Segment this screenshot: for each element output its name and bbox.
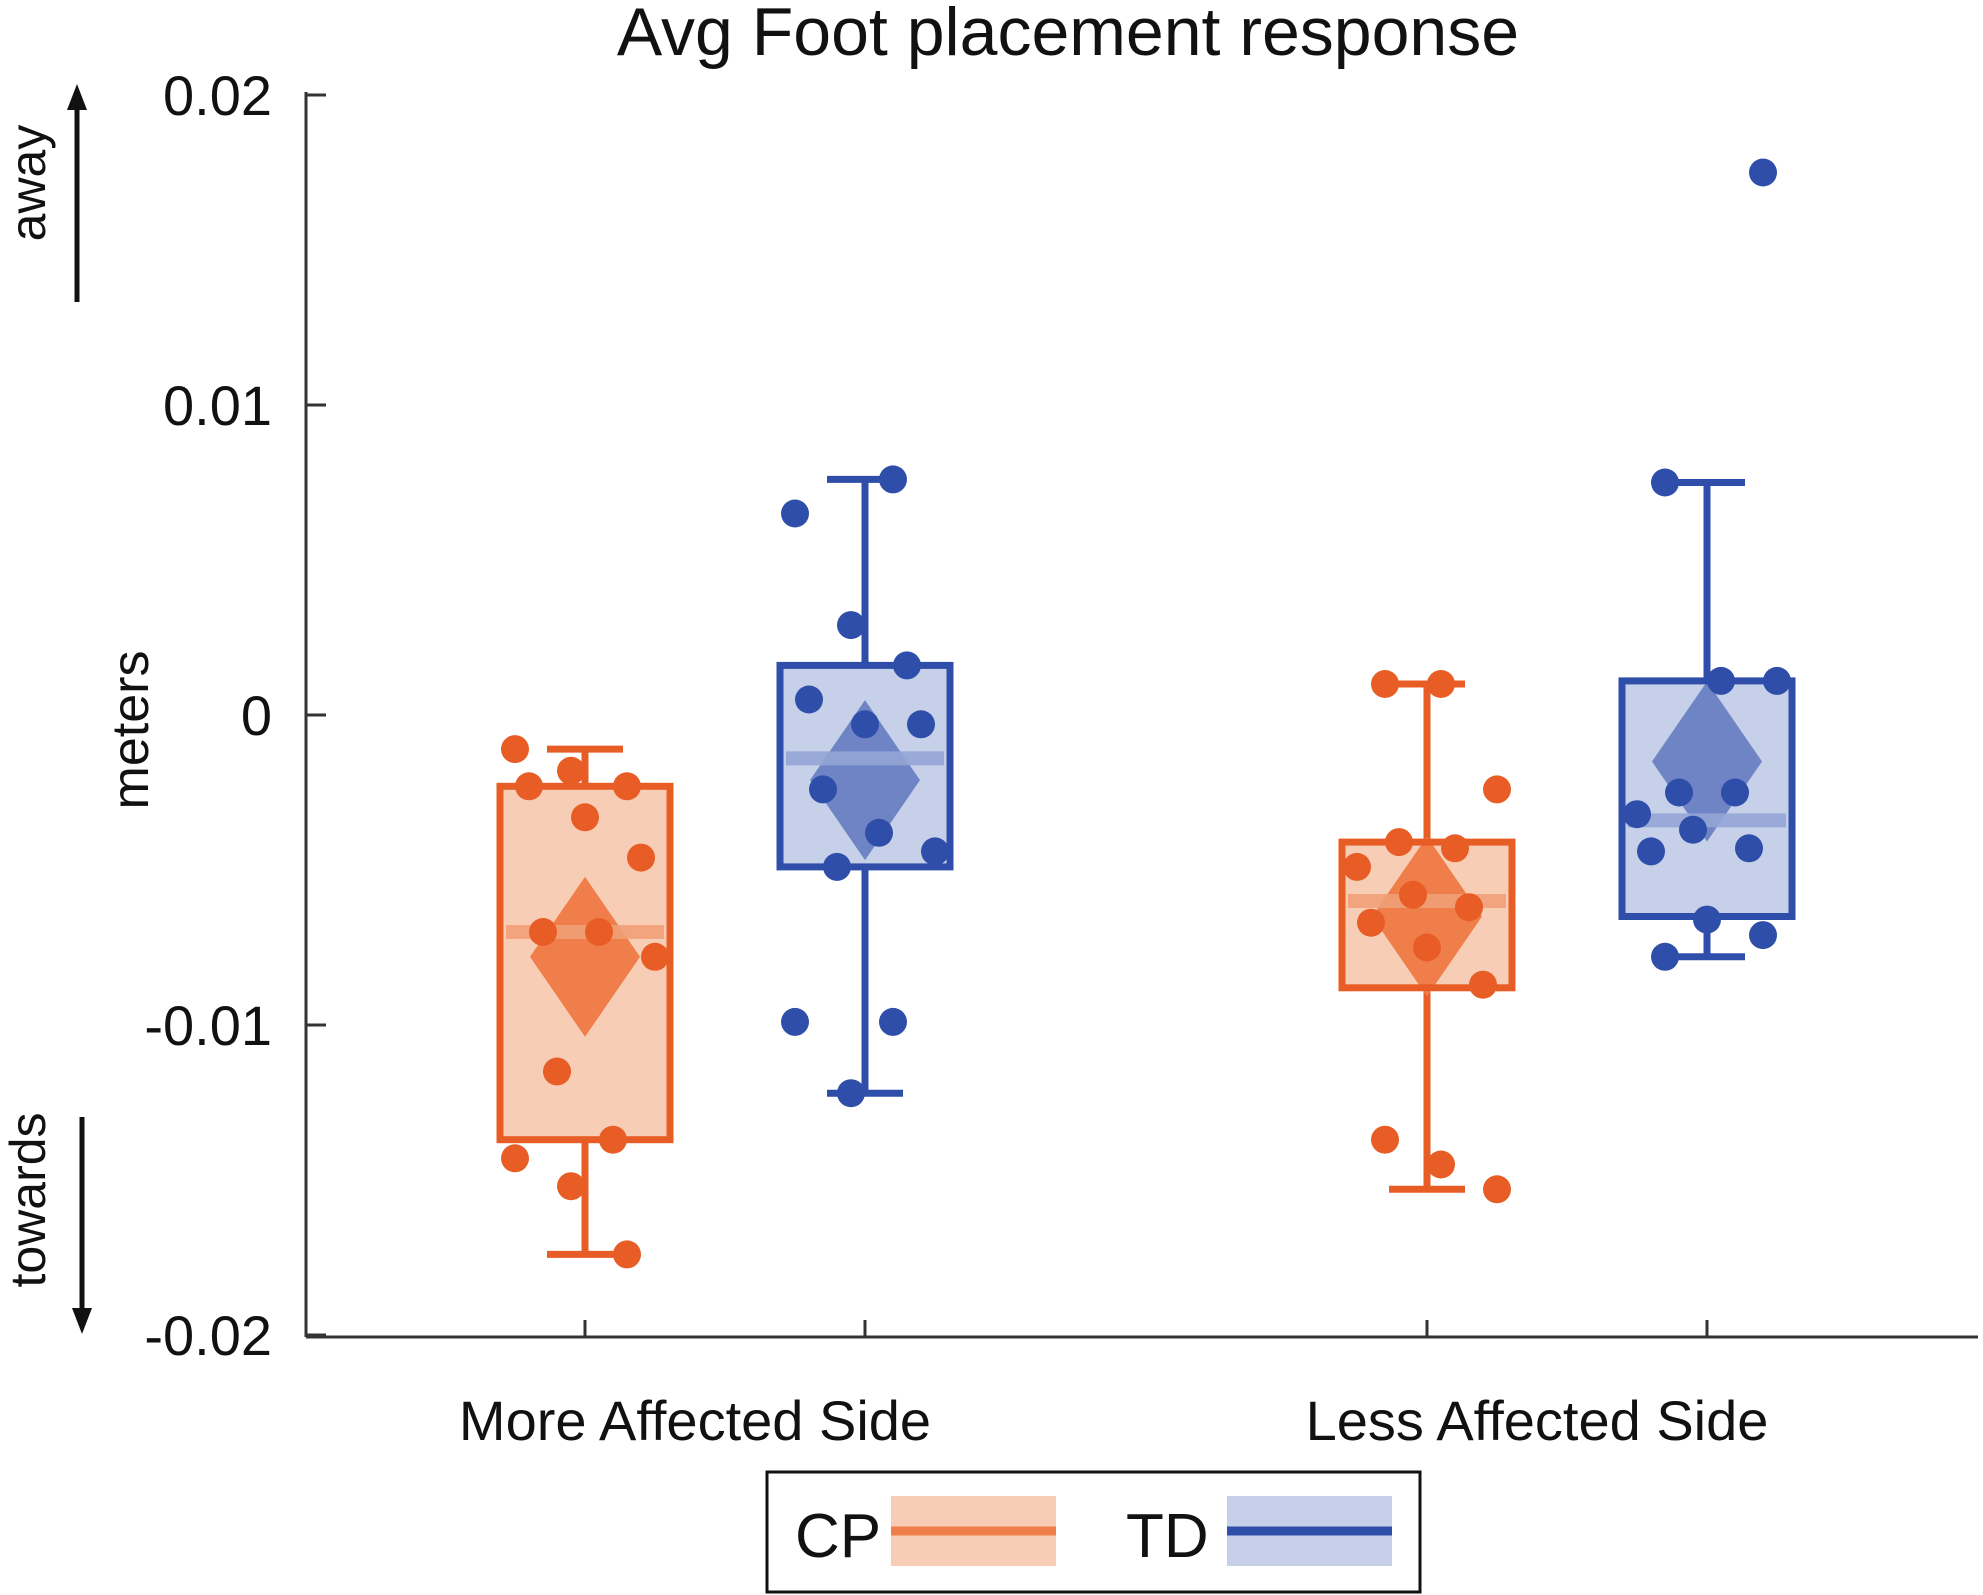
data-point bbox=[571, 803, 599, 832]
data-point bbox=[1665, 778, 1693, 807]
data-point bbox=[1427, 670, 1455, 698]
data-point bbox=[1623, 800, 1651, 829]
data-point bbox=[1455, 893, 1483, 922]
data-point bbox=[781, 1007, 809, 1036]
data-point bbox=[921, 837, 949, 866]
y-axis-ticks: 0.02 0.01 0 -0.01 -0.02 bbox=[144, 64, 326, 1367]
data-point bbox=[1483, 1175, 1511, 1204]
data-point bbox=[1749, 921, 1777, 950]
data-point bbox=[1371, 1125, 1399, 1154]
data-point bbox=[1469, 970, 1497, 999]
data-point bbox=[1483, 775, 1511, 804]
x-axis-categories: More Affected Side Less Affected Side bbox=[459, 1320, 1769, 1452]
box-outline bbox=[776, 661, 954, 871]
box-cp-1 bbox=[496, 735, 674, 1269]
data-point bbox=[1693, 905, 1721, 934]
data-point bbox=[879, 465, 907, 494]
data-point bbox=[823, 852, 851, 881]
towards-label: towards bbox=[0, 1112, 56, 1287]
data-point bbox=[599, 1125, 627, 1154]
data-point bbox=[1679, 815, 1707, 844]
box-plot-area bbox=[496, 158, 1796, 1269]
data-point bbox=[613, 772, 641, 801]
mean-diamond bbox=[530, 876, 640, 1037]
data-point bbox=[557, 756, 585, 785]
y-tick-label: 0.02 bbox=[163, 64, 272, 127]
data-point bbox=[1707, 666, 1735, 695]
data-point bbox=[1385, 828, 1413, 857]
data-point bbox=[1413, 933, 1441, 962]
y-tick-label: -0.01 bbox=[144, 994, 272, 1057]
data-point bbox=[641, 942, 669, 971]
data-point bbox=[585, 918, 613, 946]
y-tick-label: -0.02 bbox=[144, 1304, 272, 1367]
towards-arrow-icon bbox=[72, 1308, 92, 1334]
away-label: away bbox=[0, 125, 56, 242]
mean-diamond bbox=[810, 700, 920, 861]
mean-diamond bbox=[1372, 836, 1482, 997]
data-point bbox=[795, 685, 823, 714]
data-point bbox=[907, 710, 935, 739]
data-point bbox=[1357, 908, 1385, 937]
data-point bbox=[781, 499, 809, 528]
data-point bbox=[809, 775, 837, 804]
data-point bbox=[1399, 880, 1427, 909]
box-outline bbox=[496, 782, 674, 1144]
legend-label-cp: CP bbox=[795, 1502, 881, 1571]
data-point bbox=[627, 843, 655, 872]
data-point bbox=[865, 818, 893, 847]
x-category-label: Less Affected Side bbox=[1306, 1389, 1769, 1452]
data-point bbox=[837, 611, 865, 640]
data-point bbox=[515, 772, 543, 801]
y-axis-label: meters bbox=[102, 651, 160, 810]
x-category-label: More Affected Side bbox=[459, 1389, 931, 1452]
data-point bbox=[1343, 852, 1371, 881]
box-outline bbox=[1338, 838, 1516, 992]
data-point bbox=[1441, 834, 1469, 863]
data-point bbox=[501, 1144, 529, 1173]
data-point bbox=[1371, 670, 1399, 698]
legend-label-td: TD bbox=[1126, 1502, 1209, 1571]
data-point bbox=[851, 710, 879, 739]
box-td-1 bbox=[776, 465, 954, 1108]
data-point bbox=[1651, 468, 1679, 497]
data-point bbox=[1637, 837, 1665, 866]
data-point bbox=[557, 1172, 585, 1201]
data-point bbox=[1721, 778, 1749, 807]
data-point bbox=[1651, 942, 1679, 971]
data-point bbox=[543, 1057, 571, 1086]
box-cp-2 bbox=[1338, 670, 1516, 1204]
data-point bbox=[1749, 158, 1777, 187]
data-point bbox=[529, 918, 557, 946]
data-point bbox=[1427, 1150, 1455, 1179]
data-point bbox=[613, 1240, 641, 1269]
legend: CP TD bbox=[765, 1470, 1422, 1594]
data-point bbox=[1763, 666, 1791, 695]
data-point bbox=[501, 735, 529, 764]
y-tick-label: 0.01 bbox=[163, 374, 272, 437]
y-tick-label: 0 bbox=[241, 684, 272, 747]
data-point bbox=[879, 1007, 907, 1036]
data-point bbox=[893, 651, 921, 680]
data-point bbox=[1735, 834, 1763, 863]
box-td-2 bbox=[1618, 158, 1796, 971]
chart-title: Avg Foot placement response bbox=[617, 0, 1519, 70]
away-arrow-icon bbox=[67, 84, 87, 110]
data-point bbox=[837, 1079, 865, 1108]
